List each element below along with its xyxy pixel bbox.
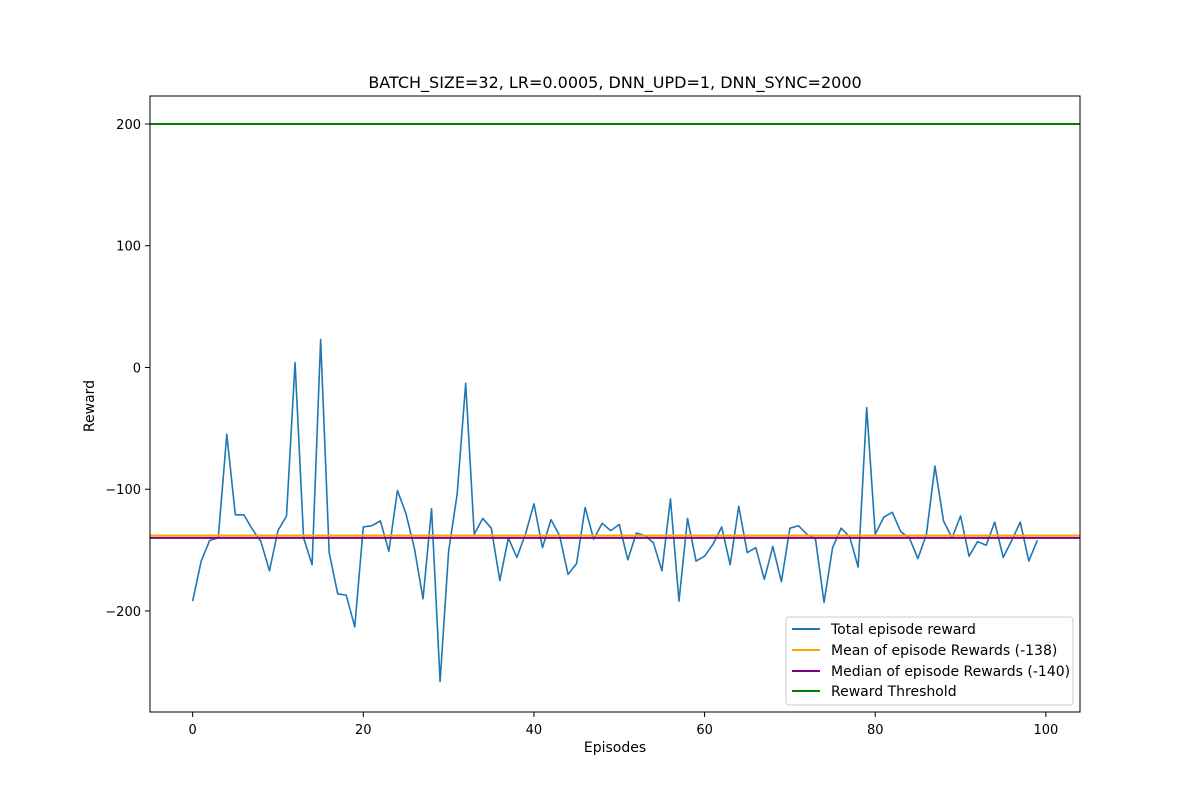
- x-tick-label: 80: [867, 723, 884, 738]
- plot-lines: [150, 123, 1080, 683]
- y-tick-label: −100: [105, 483, 141, 498]
- legend-label-mean: Mean of episode Rewards (-138): [831, 643, 1057, 659]
- x-tick-label: 0: [189, 723, 197, 738]
- legend: Total episode reward Mean of episode Rew…: [785, 616, 1074, 706]
- axis-ticks: 0 20 40 60 80 100 −200 −100 0 100 200: [105, 118, 1058, 738]
- y-tick-label: −200: [105, 605, 141, 620]
- x-tick-label: 100: [1033, 723, 1058, 738]
- chart-title: BATCH_SIZE=32, LR=0.0005, DNN_UPD=1, DNN…: [368, 73, 861, 93]
- y-tick-label: 0: [133, 361, 141, 376]
- y-tick-label: 200: [116, 118, 141, 133]
- legend-label-median: Median of episode Rewards (-140): [831, 664, 1070, 680]
- series-line-total-episode-reward: [191, 338, 1039, 683]
- x-tick-label: 60: [696, 723, 713, 738]
- x-axis-label: Episodes: [584, 740, 646, 756]
- legend-label-threshold: Reward Threshold: [831, 684, 957, 700]
- x-tick-label: 40: [526, 723, 543, 738]
- legend-label-total: Total episode reward: [830, 622, 976, 638]
- y-axis-label: Reward: [82, 380, 98, 432]
- x-tick-label: 20: [355, 723, 372, 738]
- y-tick-label: 100: [116, 240, 141, 255]
- plot-frame: [149, 95, 1081, 713]
- legend-box: [785, 616, 1074, 706]
